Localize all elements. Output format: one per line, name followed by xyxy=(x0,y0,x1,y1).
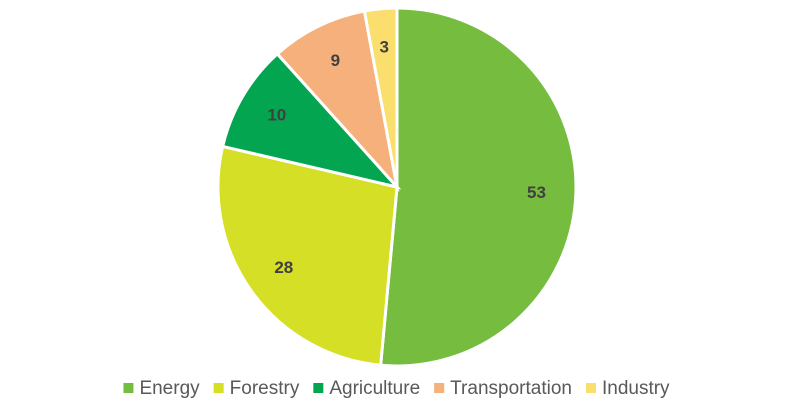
legend-label: Energy xyxy=(139,378,200,399)
legend-swatch xyxy=(123,383,134,393)
pie-slice xyxy=(275,9,400,192)
legend-swatch xyxy=(434,383,445,393)
data-label: 3 xyxy=(380,37,389,56)
legend: Energy Forestry Agriculture Transportation I… xyxy=(123,378,670,399)
pie-slice xyxy=(379,6,578,368)
legend-swatch xyxy=(313,383,324,393)
data-label: 28 xyxy=(274,258,293,277)
legend-label: Forestry xyxy=(230,378,300,399)
pie-slice xyxy=(216,144,399,367)
legend-label: Industry xyxy=(602,378,670,399)
pie-slice xyxy=(362,6,399,188)
data-label: 10 xyxy=(267,105,286,124)
data-label: 53 xyxy=(527,183,546,202)
legend-swatch xyxy=(585,383,596,393)
legend-label: Transportation xyxy=(450,378,572,399)
data-label: 9 xyxy=(331,51,340,70)
pie-slice xyxy=(220,51,402,190)
legend-swatch xyxy=(213,383,224,393)
legend-label: Agriculture xyxy=(329,378,420,399)
